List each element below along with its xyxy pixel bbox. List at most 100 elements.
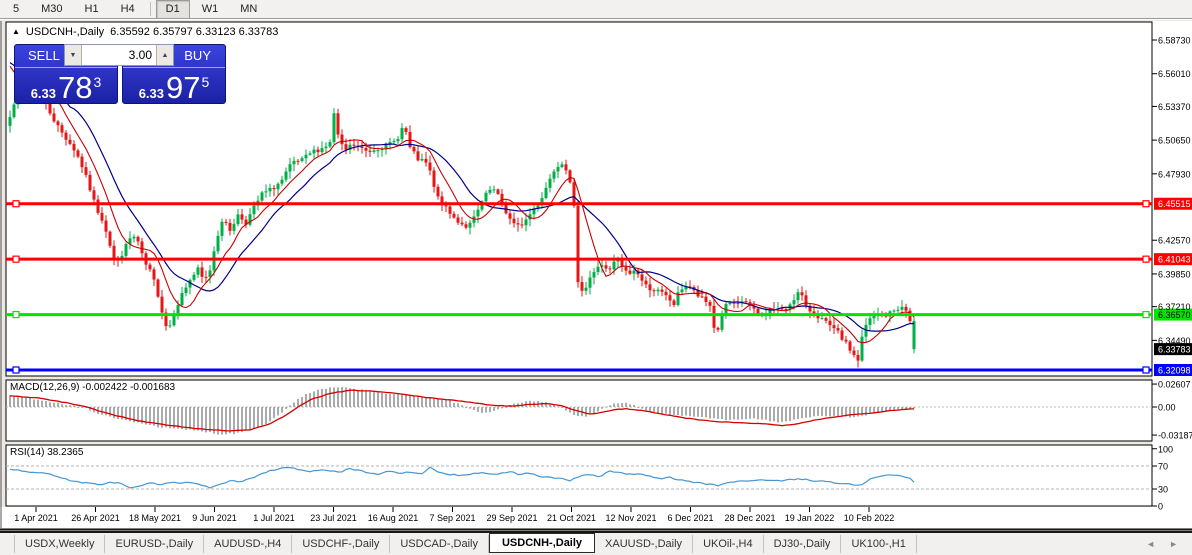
sell-price-big: 78: [58, 70, 93, 104]
line-handle[interactable]: [12, 200, 20, 208]
buy-button[interactable]: BUY: [123, 45, 225, 68]
line-handle[interactable]: [12, 366, 20, 374]
date-tick-label: 23 Jul 2021: [310, 513, 357, 523]
sell-price: 6.33 78 3: [15, 70, 117, 104]
ma-fast-line: [9, 65, 915, 344]
rsi-tick-label: 70: [1158, 462, 1168, 472]
line-handle[interactable]: [12, 310, 20, 319]
chart-ohlc-values: 6.35592 6.35797 6.33123 6.33783: [110, 26, 279, 38]
chart-title: ▲ USDCNH-,Daily 6.35592 6.35797 6.33123 …: [12, 26, 278, 38]
chart-window: 6.45515 6.41043 6.36570 6.32098 6.33783 6.587…: [0, 21, 1192, 531]
price-tick-label: 6.47930: [1158, 169, 1191, 179]
current-price-badge: [1154, 343, 1192, 356]
window-bottom-border: [0, 528, 1192, 531]
rsi-plot: [5, 444, 1153, 507]
rsi-tick-label: 100: [1158, 444, 1173, 454]
macd-histogram: [9, 386, 915, 435]
date-tick-label: 12 Nov 2021: [605, 513, 656, 523]
date-tick-label: 28 Dec 2021: [724, 513, 775, 523]
axis-badge-label: 6.45515: [1158, 199, 1191, 209]
axis-badge: [1154, 363, 1192, 376]
chart-tab-ukoil[interactable]: UKOil-,H4: [693, 535, 764, 553]
timeframe-button-w1[interactable]: W1: [201, 3, 219, 15]
sell-button[interactable]: SELL: [15, 45, 117, 68]
volume-spinner: ▼ ▲: [64, 44, 174, 66]
price-tick-label: 6.50650: [1158, 136, 1191, 146]
buy-price: 6.33 97 5: [123, 70, 225, 104]
current-price-label: 6.33783: [1158, 345, 1191, 355]
macd-signal-line: [9, 389, 915, 432]
timeframe-button-h1[interactable]: H1: [84, 3, 99, 15]
chart-tab-usdx[interactable]: USDX,Weekly: [14, 535, 106, 553]
date-tick-label: 19 Jan 2022: [785, 513, 835, 523]
chart-tab-uk100[interactable]: UK100-,H1: [841, 535, 917, 553]
date-tick-label: 10 Feb 2022: [844, 513, 895, 523]
rsi-tick-label: 30: [1158, 485, 1168, 495]
axis-badge: [1154, 308, 1192, 321]
timeframe-button-m30[interactable]: M30: [41, 3, 63, 15]
macd-tick-label: 0.02607: [1158, 380, 1191, 390]
tab-scroll-left-icon[interactable]: ◄: [1146, 539, 1156, 549]
line-handle[interactable]: [1142, 200, 1150, 208]
chart-tab-usdcad[interactable]: USDCAD-,Daily: [390, 535, 489, 553]
timeframe-button-5[interactable]: 5: [13, 3, 20, 15]
date-tick-label: 18 May 2021: [129, 513, 181, 523]
axis-badge-label: 6.36570: [1158, 310, 1191, 320]
toolbar-separator: [149, 2, 151, 16]
rsi-line: [9, 466, 915, 489]
price-tick-label: 6.58730: [1158, 36, 1191, 46]
ma-slow-line: [9, 62, 915, 332]
line-handle[interactable]: [1142, 310, 1150, 319]
axis-badge-label: 6.41043: [1158, 255, 1191, 265]
time-axis-row: [0, 507, 1192, 528]
price-tick-label: 6.39850: [1158, 269, 1191, 279]
macd-label: MACD(12,26,9) -0.002422 -0.001683: [10, 382, 176, 393]
date-tick-label: 26 Apr 2021: [71, 513, 120, 523]
date-tick-label: 21 Oct 2021: [547, 513, 596, 523]
chart-canvas: 6.455156.410436.365706.320986.337836.587…: [0, 21, 1192, 531]
date-tick-label: 1 Jul 2021: [253, 513, 295, 523]
axis-badge: [1154, 253, 1192, 266]
chart-tab-bar: USDX,Weekly EURUSD-,Daily AUDUSD-,H4 USDCHF…: [0, 531, 1192, 555]
chart-tab-dj30[interactable]: DJ30-,Daily: [764, 535, 842, 553]
timeframe-toolbar: 5 M30 H1 H4 D1 W1 MN: [0, 0, 1192, 19]
macd-tick-label: -0.03187: [1158, 431, 1192, 441]
line-handle[interactable]: [1142, 255, 1150, 263]
timeframe-button-mn[interactable]: MN: [240, 3, 258, 15]
buy-price-big: 97: [166, 70, 201, 104]
date-tick-label: 1 Apr 2021: [14, 513, 58, 523]
chart-tab-xauusd[interactable]: XAUUSD-,Daily: [595, 535, 694, 553]
line-handle[interactable]: [12, 255, 20, 263]
price-tick-label: 6.42570: [1158, 236, 1191, 246]
chart-tab-usdchf[interactable]: USDCHF-,Daily: [292, 535, 391, 553]
sell-price-sup: 3: [93, 74, 102, 90]
date-tick-label: 7 Sep 2021: [429, 513, 475, 523]
chart-tab-usdcnh[interactable]: USDCNH-,Daily: [488, 533, 596, 553]
volume-decrease-icon[interactable]: ▼: [65, 45, 82, 65]
tab-scroll-right-icon[interactable]: ►: [1169, 539, 1178, 549]
tab-scroll-arrows: ◄ ►: [1146, 539, 1178, 549]
date-tick-label: 6 Dec 2021: [667, 513, 713, 523]
chart-tab-audusd[interactable]: AUDUSD-,H4: [204, 535, 293, 553]
axis-badge-label: 6.32098: [1158, 365, 1191, 375]
date-tick-label: 29 Sep 2021: [486, 513, 537, 523]
chart-tab-eurusd[interactable]: EURUSD-,Daily: [105, 535, 205, 553]
timeframe-button-d1[interactable]: D1: [155, 0, 190, 19]
price-tick-label: 6.53370: [1158, 102, 1191, 112]
line-handle[interactable]: [1142, 366, 1150, 374]
price-tick-label: 6.34490: [1158, 336, 1191, 346]
macd-tick-label: 0.00: [1158, 403, 1176, 413]
timeframe-button-h4[interactable]: H4: [120, 3, 135, 15]
one-click-trade-panel: SELL 6.33 78 3 BUY 6.33 97 5 ▼ ▲: [14, 44, 226, 106]
buy-panel[interactable]: BUY 6.33 97 5: [122, 44, 226, 104]
volume-increase-icon[interactable]: ▲: [156, 45, 173, 65]
buy-price-sup: 5: [201, 74, 210, 90]
price-tick-label: 6.37210: [1158, 302, 1191, 312]
collapse-icon[interactable]: ▲: [12, 26, 20, 36]
volume-input[interactable]: [82, 45, 156, 65]
chart-symbol-label: USDCNH-,Daily: [25, 26, 105, 38]
buy-price-base: 6.33: [138, 86, 165, 101]
axis-badge: [1154, 197, 1192, 210]
date-tick-label: 16 Aug 2021: [368, 513, 419, 523]
